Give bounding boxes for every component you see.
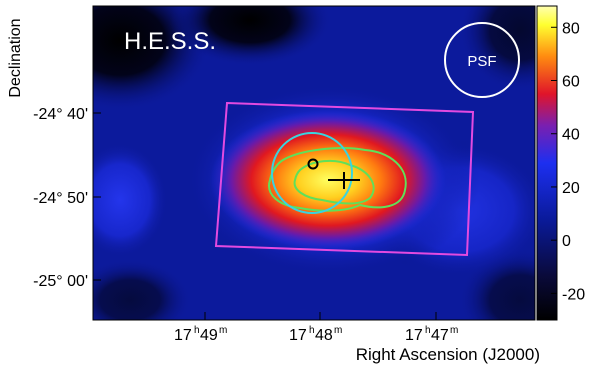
y-tick-label: -25° 00' <box>33 273 88 290</box>
colorbar-tick-label: 40 <box>562 127 580 144</box>
svg-text:48: 48 <box>315 327 333 344</box>
y-tick-label: -24° 40' <box>33 106 88 123</box>
experiment-label: H.E.S.S. <box>124 28 216 55</box>
svg-text:17: 17 <box>405 327 423 344</box>
y-axis: -24° 40' -24° 50' -25° 00' Declination <box>7 18 101 290</box>
colorbar-gradient <box>536 5 558 321</box>
colorbar-tick-label: -20 <box>562 286 585 303</box>
svg-text:h: h <box>425 325 431 336</box>
x-tick-label: 17 h 47 m <box>405 325 458 344</box>
x-axis: 17 h 49 m 17 h 48 m 17 h 47 m Right Asce… <box>174 312 540 364</box>
psf-circle <box>444 22 520 98</box>
svg-text:h: h <box>309 325 315 336</box>
significance-contour-inner <box>293 159 375 205</box>
colorbar-tick-label: 80 <box>562 20 580 37</box>
svg-text:49: 49 <box>200 327 218 344</box>
svg-text:m: m <box>334 325 342 336</box>
y-axis-label: Declination <box>7 18 24 97</box>
colorbar-tick-label: 20 <box>562 180 580 197</box>
x-tick-label: 17 h 48 m <box>289 325 342 344</box>
plot-frame <box>92 5 536 321</box>
cyan-circle-region <box>271 132 353 214</box>
svg-text:m: m <box>450 325 458 336</box>
x-axis-label: Right Ascension (J2000) <box>356 345 540 364</box>
significance-contour-outer <box>268 147 407 212</box>
y-tick-label: -24° 50' <box>33 190 88 207</box>
svg-text:47: 47 <box>431 327 449 344</box>
colorbar: 80 60 40 20 0 -20 <box>536 5 585 321</box>
psf-label: PSF <box>467 53 496 70</box>
svg-text:h: h <box>194 325 200 336</box>
colorbar-tick-label: 60 <box>562 74 580 91</box>
x-tick-label: 17 h 49 m <box>174 325 227 344</box>
heatmap-image <box>93 6 535 320</box>
analysis-region-box <box>214 101 475 257</box>
svg-text:17: 17 <box>289 327 307 344</box>
svg-text:m: m <box>219 325 227 336</box>
svg-text:17: 17 <box>174 327 192 344</box>
source-position-circle-marker <box>307 158 319 170</box>
colorbar-tick-label: 0 <box>562 233 571 250</box>
